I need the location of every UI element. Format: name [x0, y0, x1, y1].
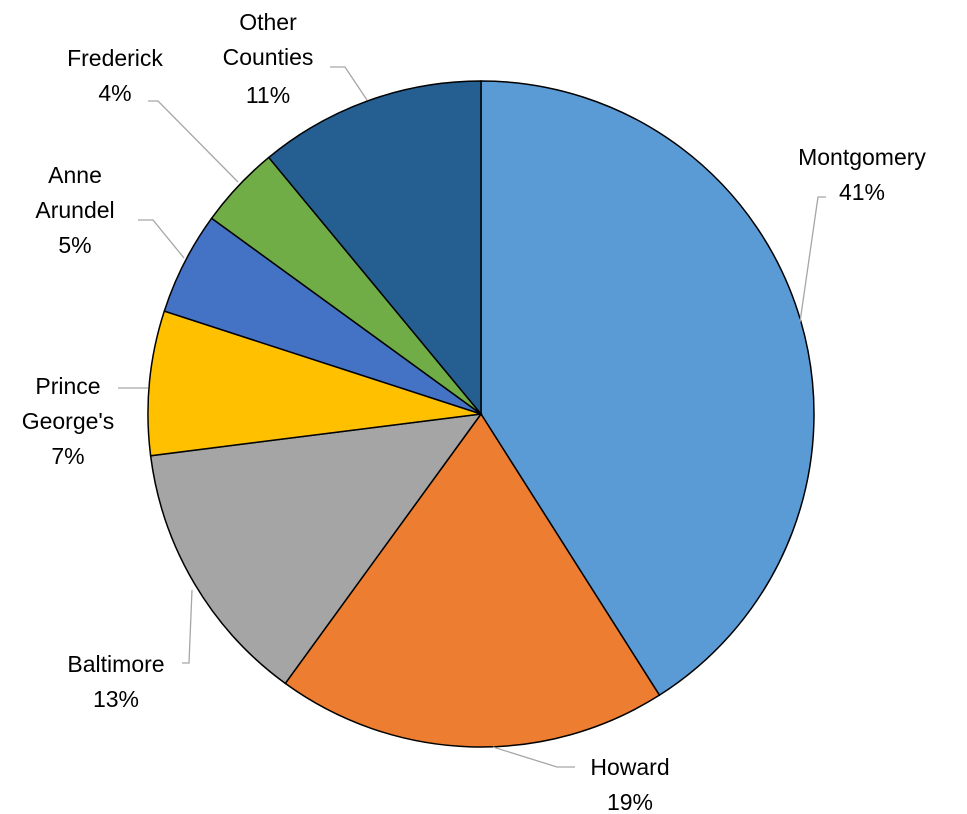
- pie-slice-other-counties: [267, 80, 482, 417]
- slice-percent: 7%: [51, 443, 84, 469]
- slice-labels: Montgomery 41% Howard 19% Baltimore 13% Prince…: [22, 9, 927, 814]
- slice-name-line: Other: [239, 9, 297, 35]
- pie-slice-howard: [284, 412, 661, 748]
- slice-label-prince-george-s: Prince George's 7%: [22, 373, 115, 469]
- slice-label-baltimore: Baltimore 13%: [67, 651, 164, 712]
- slice-label-anne-arundel: Anne Arundel 5%: [35, 162, 114, 258]
- slice-label-montgomery: Montgomery 41%: [798, 144, 926, 205]
- slice-name-line: Howard: [590, 754, 669, 780]
- leader-line-anne-arundel: [138, 219, 185, 259]
- slice-percent: 19%: [607, 789, 653, 814]
- slice-name-line: Montgomery: [798, 144, 926, 170]
- pie-slices: [147, 80, 815, 748]
- slice-name-line: George's: [22, 408, 115, 434]
- slice-percent: 5%: [58, 232, 91, 258]
- slice-name-line: Prince: [35, 373, 100, 399]
- leader-line-baltimore: [182, 589, 193, 664]
- slice-name-line: Frederick: [67, 45, 163, 71]
- slice-name-line: Anne: [48, 162, 102, 188]
- slice-label-howard: Howard 19%: [590, 754, 669, 814]
- slice-label-other-counties: Other Counties 11%: [223, 9, 314, 108]
- leader-line-other-counties: [330, 66, 368, 101]
- pie-slice-baltimore: [149, 413, 483, 685]
- slice-label-frederick: Frederick 4%: [67, 45, 163, 106]
- slice-percent: 41%: [839, 179, 885, 205]
- slice-name-line: Baltimore: [67, 651, 164, 677]
- slice-name-line: Counties: [223, 44, 314, 70]
- slice-percent: 13%: [93, 686, 139, 712]
- leader-lines: [118, 66, 826, 768]
- pie-slice-prince-george-s: [147, 310, 482, 457]
- slice-percent: 11%: [246, 82, 290, 108]
- leader-line-montgomery: [799, 196, 826, 323]
- leader-line-frederick: [148, 100, 239, 183]
- slice-percent: 4%: [98, 80, 131, 106]
- leader-line-howard: [492, 746, 575, 768]
- slice-name-line: Arundel: [35, 197, 114, 223]
